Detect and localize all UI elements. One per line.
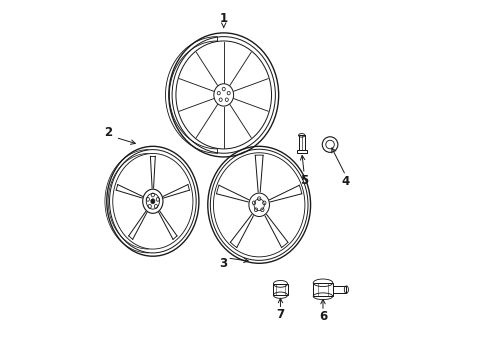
Text: 1: 1 bbox=[220, 12, 228, 25]
Ellipse shape bbox=[151, 199, 155, 204]
Bar bbox=[296, 150, 307, 153]
Text: 4: 4 bbox=[342, 175, 350, 188]
Text: 5: 5 bbox=[300, 174, 308, 186]
Bar bbox=[298, 135, 305, 150]
Bar bbox=[273, 284, 288, 295]
Text: 7: 7 bbox=[276, 308, 285, 321]
Bar bbox=[333, 286, 346, 293]
Text: 2: 2 bbox=[104, 126, 113, 139]
Text: 3: 3 bbox=[220, 257, 228, 270]
Text: 6: 6 bbox=[319, 310, 327, 323]
Bar bbox=[313, 283, 333, 296]
